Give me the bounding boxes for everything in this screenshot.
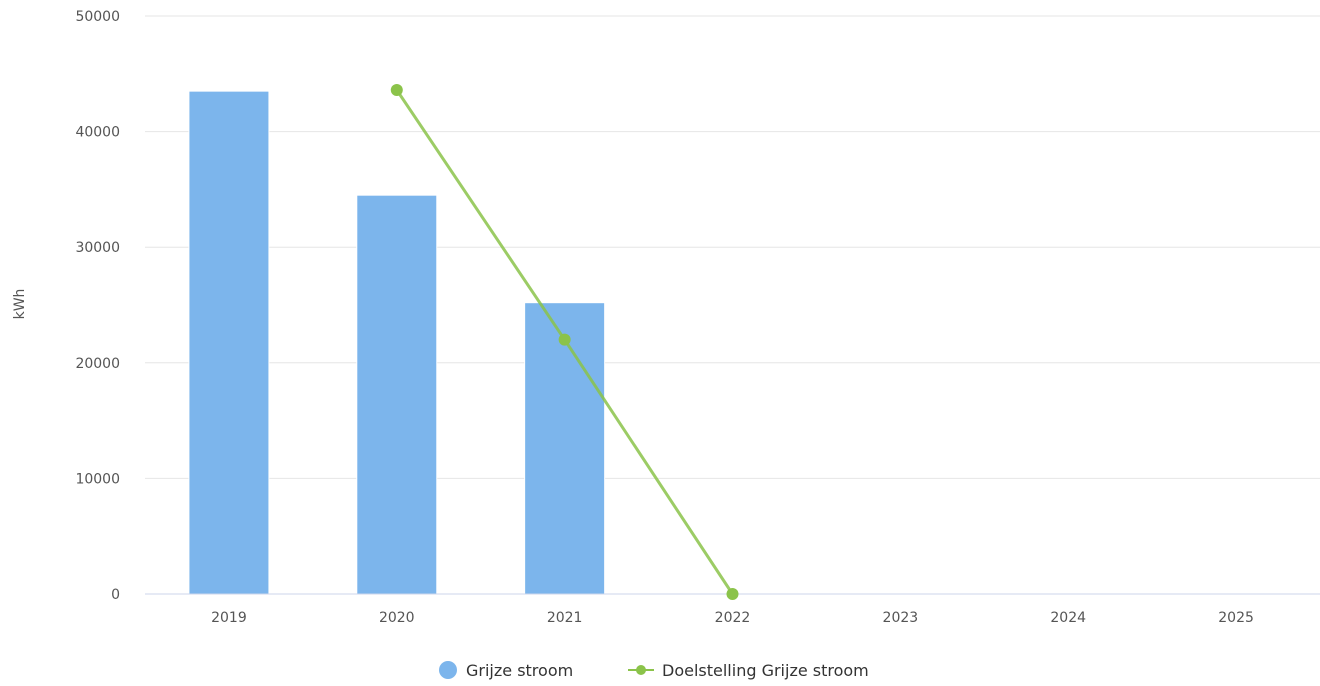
x-tick-label: 2023	[883, 610, 919, 626]
bar[interactable]	[188, 90, 270, 595]
gridlines	[145, 15, 1320, 479]
y-tick-label: 40000	[75, 125, 120, 141]
legend-bar-label: Grijze stroom	[466, 661, 573, 680]
line-point[interactable]	[558, 333, 571, 346]
bar-series	[188, 90, 606, 595]
line-point[interactable]	[390, 83, 403, 96]
line-series	[390, 83, 739, 600]
x-tick-label: 2025	[1218, 610, 1254, 626]
y-tick-label: 20000	[75, 356, 120, 372]
bar[interactable]	[524, 302, 606, 595]
y-tick-label: 30000	[75, 240, 120, 256]
x-tick-label: 2022	[715, 610, 751, 626]
x-tick-label: 2024	[1050, 610, 1086, 626]
legend-line-label: Doelstelling Grijze stroom	[662, 661, 869, 680]
y-tick-label: 10000	[75, 471, 120, 487]
legend-item-bar[interactable]: Grijze stroom	[439, 661, 573, 680]
y-axis: 0 10000 20000 30000 40000 50000	[75, 9, 120, 603]
legend-item-line[interactable]: Doelstelling Grijze stroom	[628, 661, 869, 680]
legend-line-marker	[636, 665, 646, 675]
legend-bar-swatch	[439, 661, 457, 679]
legend: Grijze stroom Doelstelling Grijze stroom	[439, 661, 869, 680]
x-tick-label: 2019	[211, 610, 247, 626]
line-point[interactable]	[726, 588, 739, 600]
x-axis: 2019 2020 2021 2022 2023 2024 2025	[211, 610, 1254, 626]
x-tick-label: 2021	[547, 610, 583, 626]
y-tick-label: 50000	[75, 9, 120, 25]
y-tick-label: 0	[111, 587, 120, 603]
y-axis-title: kWh	[12, 289, 28, 320]
bar[interactable]	[356, 194, 438, 595]
x-tick-label: 2020	[379, 610, 415, 626]
